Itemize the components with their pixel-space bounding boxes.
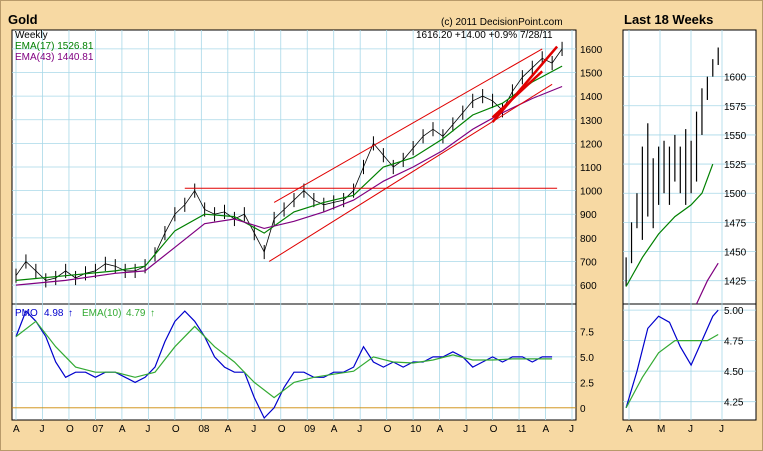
pmo-panel <box>11 303 577 421</box>
ema17-line <box>15 65 563 281</box>
x-tick-label: J <box>251 424 256 435</box>
side-x-tick-label: J <box>719 424 724 435</box>
side-pmo-y-tick-label: 4.75 <box>724 337 744 348</box>
y-tick-label: 1600 <box>580 45 603 56</box>
side-y-tick-label: 1550 <box>724 131 747 142</box>
y-tick-label: 1200 <box>580 139 603 150</box>
x-tick-label: A <box>543 424 550 435</box>
x-tick-label: 08 <box>198 424 210 435</box>
x-tick-label: A <box>13 424 20 435</box>
side-x-tick-label: J <box>688 424 693 435</box>
legend-pmo-value: 4.98 <box>44 308 64 319</box>
side-title: Last 18 Weeks <box>624 12 714 27</box>
trendline <box>491 45 559 123</box>
pmo-up-arrow-icon: ↑ <box>68 308 73 319</box>
pmo-y-tick-label: 2.5 <box>580 378 594 389</box>
y-tick-label: 1100 <box>580 163 602 174</box>
ema43-line <box>15 85 563 286</box>
side-pmo-y-tick-label: 5.00 <box>724 306 744 317</box>
y-tick-label: 800 <box>580 234 597 245</box>
last18-price-panel <box>622 29 757 305</box>
side-pmo-y-tick-label: 4.50 <box>724 367 744 378</box>
side-ema43-line <box>695 262 719 305</box>
legend-ema10-label: EMA(10) <box>82 308 121 319</box>
x-tick-label: J <box>357 424 362 435</box>
side-y-tick-label: 1500 <box>724 189 747 200</box>
pmo-y-tick-label: 7.5 <box>580 327 594 338</box>
y-tick-label: 900 <box>580 210 597 221</box>
side-y-tick-label: 1425 <box>724 277 747 288</box>
legend-pmo-label: PMO <box>15 308 38 319</box>
trendline <box>273 48 543 203</box>
side-y-tick-label: 1525 <box>724 160 747 171</box>
y-tick-label: 1500 <box>580 69 603 80</box>
x-tick-label: 10 <box>410 424 422 435</box>
pmo-y-tick-label: 5.0 <box>580 353 594 364</box>
side-y-tick-label: 1450 <box>724 248 747 259</box>
x-tick-label: 09 <box>304 424 316 435</box>
x-tick-label: 11 <box>516 424 527 435</box>
side-y-tick-label: 1600 <box>724 73 747 84</box>
x-tick-label: J <box>569 424 574 435</box>
x-tick-label: A <box>331 424 338 435</box>
y-tick-label: 600 <box>580 281 597 292</box>
main-title: Gold <box>8 12 38 27</box>
x-tick-label: A <box>225 424 232 435</box>
y-tick-label: 1000 <box>580 187 603 198</box>
legend-ema17: EMA(17) 1526.81 <box>15 41 94 52</box>
side-y-tick-label: 1475 <box>724 218 747 229</box>
price-line <box>15 48 563 281</box>
x-tick-label: O <box>490 424 498 435</box>
y-tick-label: 1400 <box>580 92 603 103</box>
pmo-ema-line <box>15 320 553 399</box>
side-pmo-line <box>625 309 719 408</box>
y-tick-label: 700 <box>580 257 597 268</box>
ema10-up-arrow-icon: ↑ <box>150 308 155 319</box>
legend-period: Weekly <box>15 30 48 41</box>
legend-ema10-value: 4.79 <box>126 308 146 319</box>
x-tick-label: J <box>39 424 44 435</box>
x-tick-label: O <box>172 424 180 435</box>
side-y-tick-label: 1575 <box>724 102 747 113</box>
x-tick-label: O <box>384 424 392 435</box>
y-tick-label: 1300 <box>580 116 603 127</box>
x-tick-label: O <box>66 424 74 435</box>
side-pmo-ema-line <box>625 333 719 409</box>
copyright-text: (c) 2011 DecisionPoint.com <box>441 17 563 28</box>
side-ema17-line <box>625 163 714 287</box>
pmo-y-tick-label: 0 <box>580 404 586 415</box>
x-tick-label: A <box>119 424 126 435</box>
x-tick-label: 07 <box>92 424 104 435</box>
x-tick-label: O <box>278 424 286 435</box>
side-x-tick-label: M <box>657 424 665 435</box>
trendline <box>268 83 553 262</box>
quote-text: 1616.20 +14.00 +0.9% 7/28/11 <box>416 30 553 41</box>
side-pmo-y-tick-label: 4.25 <box>724 398 744 409</box>
side-x-tick-label: A <box>626 424 633 435</box>
legend-ema43: EMA(43) 1440.81 <box>15 52 94 63</box>
x-tick-label: J <box>145 424 150 435</box>
x-tick-label: J <box>463 424 468 435</box>
x-tick-label: A <box>437 424 444 435</box>
trendline <box>491 70 544 119</box>
